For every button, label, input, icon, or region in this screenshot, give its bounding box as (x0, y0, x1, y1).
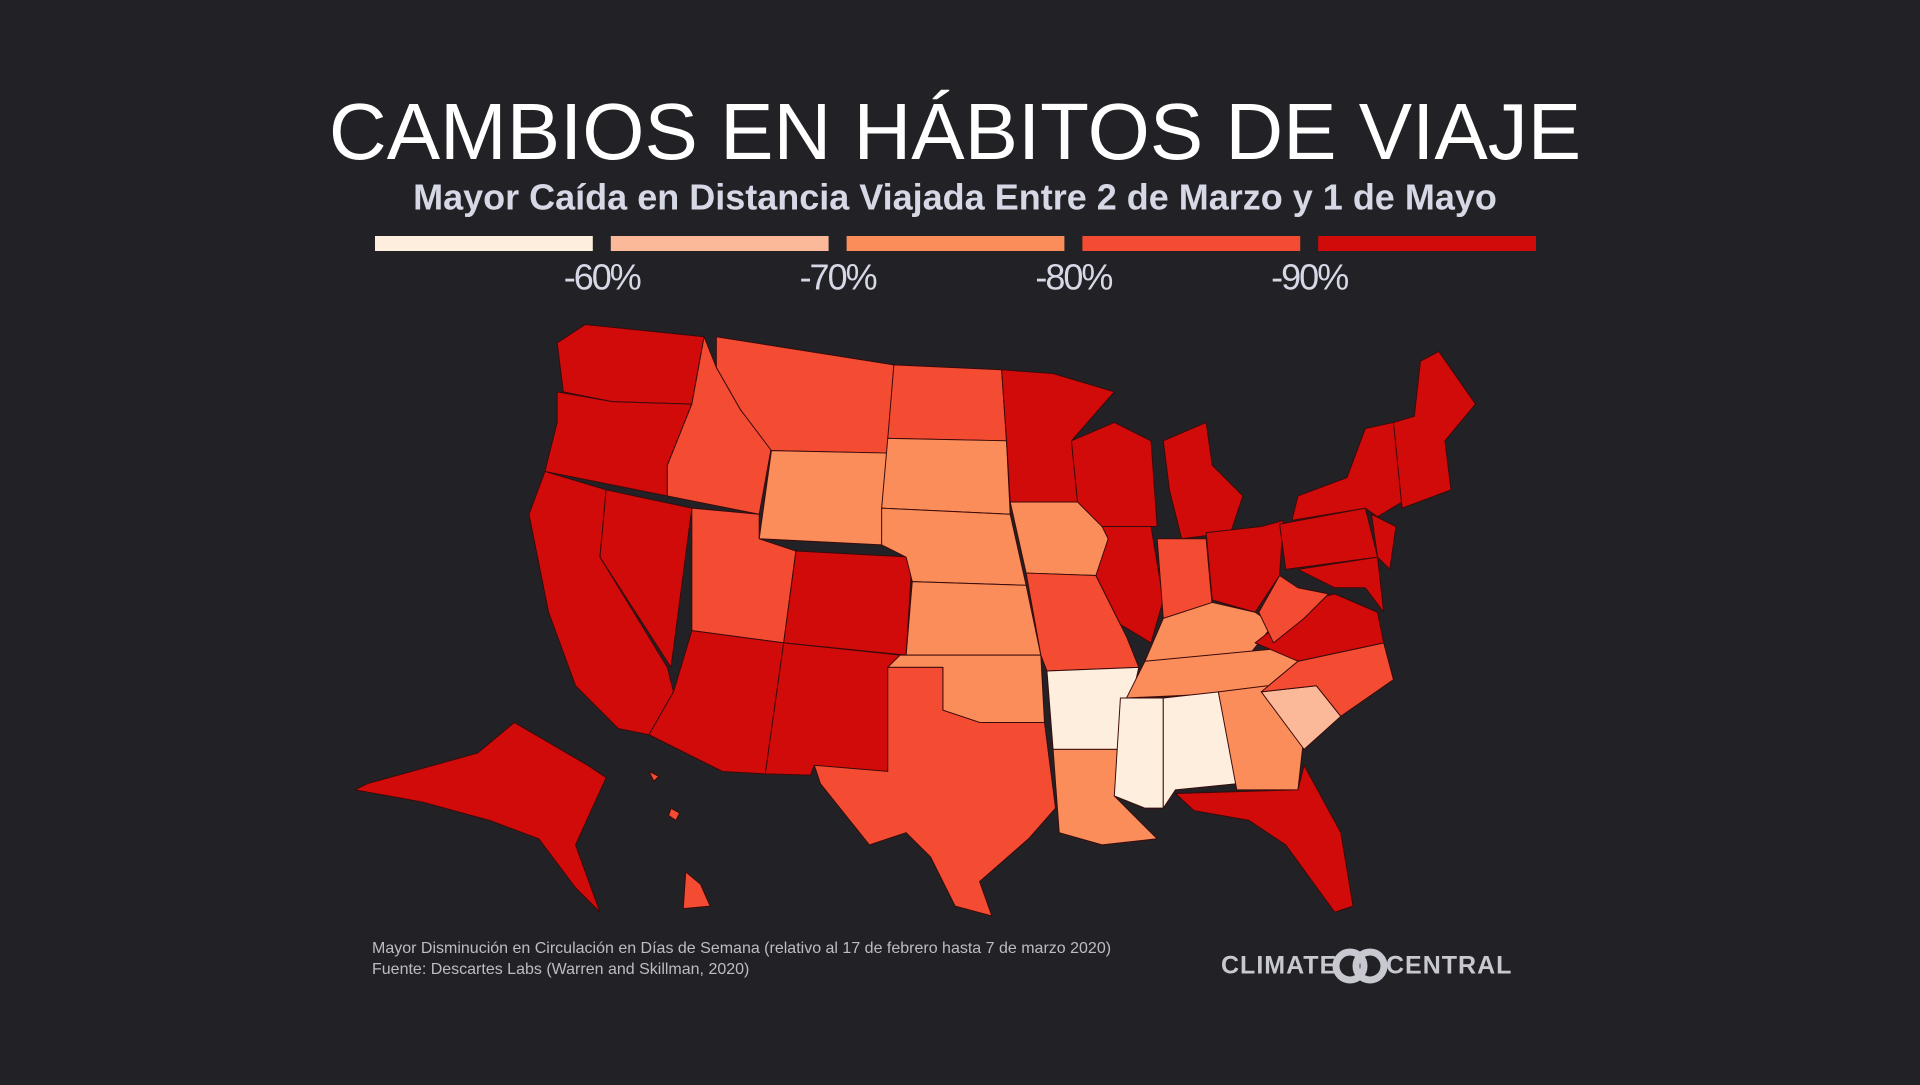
state-shape (764, 642, 901, 776)
state-shape (881, 437, 1011, 515)
state-shape (556, 324, 705, 405)
map (354, 324, 1477, 917)
state-shape (354, 721, 607, 913)
state-shape (682, 871, 711, 910)
legend-swatch (1318, 236, 1536, 251)
state-shape (1162, 421, 1244, 540)
subtitle: Mayor Caída en Distancia Viajada Entre 2… (413, 177, 1497, 218)
state-shape (648, 770, 660, 782)
logo: CLIMATE CENTRAL (1221, 948, 1512, 984)
state-shape (1258, 575, 1330, 644)
logo-ring (1352, 948, 1388, 984)
legend-tick-label: -60% (564, 257, 641, 298)
state-shape (1070, 421, 1158, 528)
legend-tick-label: -70% (800, 257, 877, 298)
legend-tick-label: -80% (1035, 257, 1112, 298)
logo-ring (1332, 948, 1368, 984)
state-shape (668, 807, 681, 821)
state-shape (758, 450, 889, 546)
state-shape (1297, 556, 1385, 613)
state-shape (1370, 513, 1397, 570)
legend-tick-label: -90% (1271, 257, 1348, 298)
state-shape (1095, 526, 1164, 644)
state-shape (887, 364, 1008, 442)
legend-swatch (375, 236, 593, 251)
legend-swatch (1082, 236, 1301, 251)
state-shape (599, 489, 693, 668)
title: CAMBIOS EN HÁBITOS DE VIAJE (329, 87, 1581, 176)
state-shape (1175, 764, 1354, 913)
state-shape (1162, 691, 1238, 809)
state-shape (1392, 350, 1477, 509)
legend-swatch (610, 236, 829, 251)
state-shape (1113, 697, 1164, 809)
state-shape (905, 581, 1042, 656)
state-shape (783, 550, 913, 656)
logo-text: CENTRAL (1386, 952, 1512, 980)
state-shape (813, 666, 1057, 917)
logo-text: CLIMATE (1221, 952, 1337, 980)
legend: -60% -70% -80% -90% (375, 236, 1536, 298)
footnote: Mayor Disminución en Circulación en Días… (372, 940, 1111, 957)
footnote: Fuente: Descartes Labs (Warren and Skill… (372, 961, 749, 978)
legend-swatch (846, 236, 1065, 251)
